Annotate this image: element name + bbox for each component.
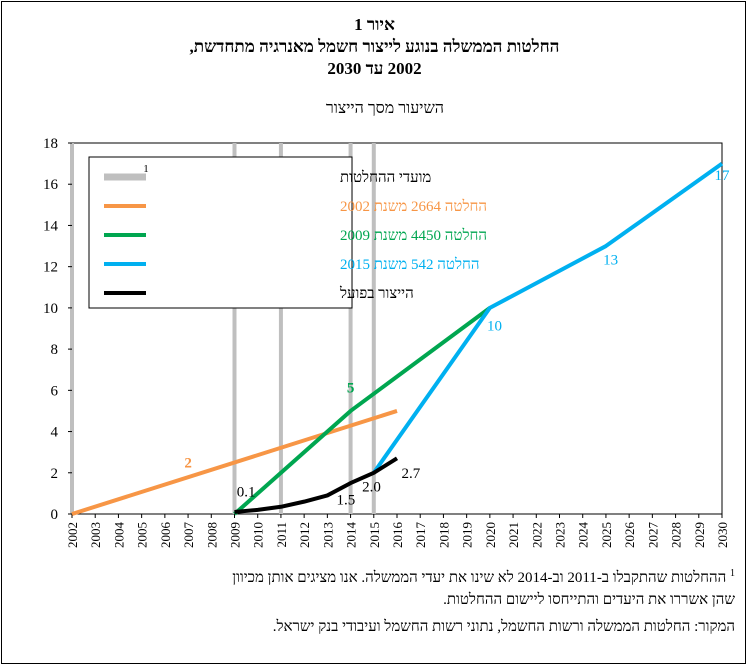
x-tick-label: 2010 bbox=[251, 522, 266, 548]
x-tick-label: 2017 bbox=[413, 522, 428, 549]
x-tick-label: 2012 bbox=[297, 522, 312, 548]
source-note: המקור: החלטות הממשלה ורשות החשמל, נתוני … bbox=[272, 619, 735, 635]
x-tick-label: 2003 bbox=[88, 522, 103, 548]
x-tick-label: 2011 bbox=[274, 522, 289, 548]
x-tick-label: 2005 bbox=[135, 522, 150, 548]
x-tick-label: 2009 bbox=[228, 522, 243, 548]
figure-title-years: 2002 עד 2030 bbox=[327, 59, 422, 78]
y-tick-label: 16 bbox=[43, 177, 59, 193]
data-label: 2 bbox=[184, 456, 192, 472]
x-tick-label: 2006 bbox=[158, 522, 173, 549]
footnote-line-1: 1 ההחלטות שהתקבלו ב-2011 וב-2014 לא שינו… bbox=[35, 568, 735, 587]
footnote-line-2: שהן אשררו את היעדים והתייחסו ליישום ההחל… bbox=[443, 592, 735, 608]
x-tick-label: 2023 bbox=[553, 522, 568, 548]
x-tick-label: 2008 bbox=[204, 522, 219, 548]
data-label: 2.7 bbox=[402, 466, 421, 482]
y-tick-label: 2 bbox=[51, 466, 59, 482]
legend-label: הייצור בפועל bbox=[339, 285, 414, 302]
x-tick-label: 2028 bbox=[669, 522, 684, 548]
data-label: 13 bbox=[603, 253, 618, 269]
legend-label: מועדי ההחלטות bbox=[340, 169, 431, 186]
x-tick-label: 2018 bbox=[436, 522, 451, 548]
figure-label: איור 1 bbox=[354, 15, 395, 34]
series-line-1 bbox=[71, 409, 398, 516]
data-label: 2.0 bbox=[362, 479, 381, 495]
y-tick-label: 8 bbox=[51, 342, 59, 358]
x-tick-label: 2019 bbox=[460, 522, 475, 548]
x-tick-label: 2014 bbox=[344, 522, 359, 549]
series-line-4 bbox=[234, 456, 399, 514]
y-tick-label: 14 bbox=[43, 218, 59, 234]
data-label: 1.5 bbox=[337, 493, 356, 509]
x-tick-label: 2025 bbox=[599, 522, 614, 548]
y-tick-label: 6 bbox=[51, 383, 59, 399]
x-tick-label: 2002 bbox=[65, 522, 80, 548]
footnote-mark: 1 bbox=[730, 568, 735, 579]
data-label: 10 bbox=[487, 319, 502, 335]
x-tick-label: 2007 bbox=[181, 522, 196, 549]
legend-label: החלטה 2664 משנת 2002 bbox=[340, 198, 487, 215]
x-tick-label: 2013 bbox=[320, 522, 335, 548]
data-label: 17 bbox=[715, 168, 731, 184]
y-tick-label: 4 bbox=[51, 425, 59, 441]
footnote-text-1: ההחלטות שהתקבלו ב-2011 וב-2014 לא שינו א… bbox=[232, 570, 727, 586]
data-label: 0.1 bbox=[237, 484, 256, 500]
legend-footnote-mark: 1 bbox=[143, 163, 149, 175]
data-label: 5 bbox=[347, 380, 355, 396]
x-tick-label: 2021 bbox=[506, 522, 521, 548]
x-tick-label: 2027 bbox=[645, 522, 660, 549]
x-tick-label: 2029 bbox=[692, 522, 707, 548]
series-line-3 bbox=[372, 161, 724, 474]
y-tick-label: 10 bbox=[43, 301, 58, 317]
legend-label: החלטה 542 משנת 2015 bbox=[340, 256, 480, 273]
y-tick-label: 18 bbox=[43, 136, 58, 152]
y-tick-label: 12 bbox=[43, 260, 58, 276]
x-tick-label: 2016 bbox=[390, 522, 405, 549]
x-tick-label: 2020 bbox=[483, 522, 498, 548]
x-tick-label: 2030 bbox=[715, 522, 730, 548]
x-tick-label: 2024 bbox=[576, 522, 591, 549]
x-tick-label: 2004 bbox=[111, 522, 126, 549]
x-tick-label: 2022 bbox=[529, 522, 544, 548]
legend-box bbox=[88, 156, 353, 309]
x-tick-label: 2015 bbox=[367, 522, 382, 548]
y-tick-label: 0 bbox=[51, 507, 59, 523]
legend-label: החלטה 4450 משנת 2009 bbox=[340, 227, 487, 244]
x-tick-label: 2026 bbox=[622, 522, 637, 549]
y-axis-label: השיעור מסך הייצור bbox=[325, 100, 444, 117]
series-line-2 bbox=[233, 306, 492, 516]
figure-title: החלטות הממשלה בנוגע לייצור חשמל מאנרגיה … bbox=[189, 37, 560, 56]
